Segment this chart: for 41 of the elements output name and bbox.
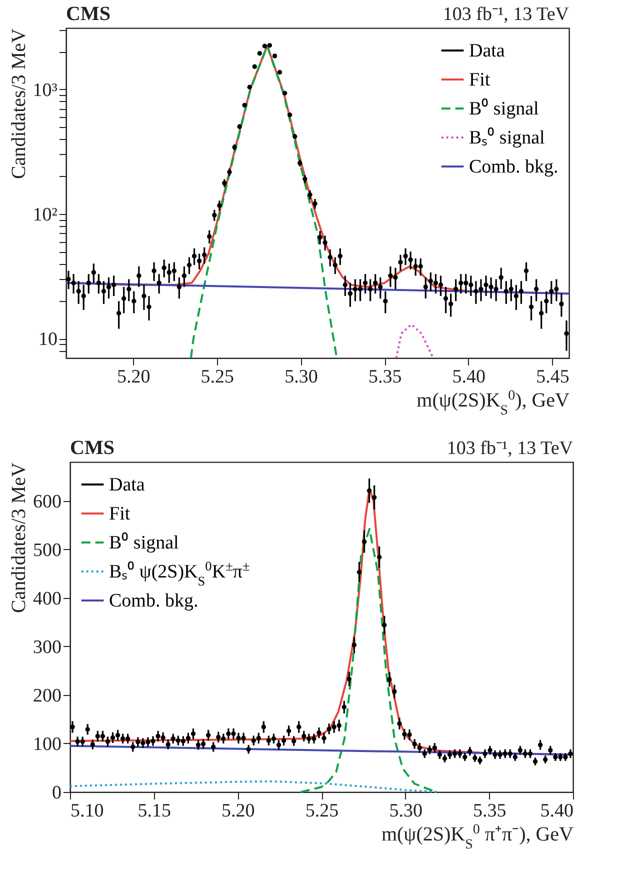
x-tick-label: 5.45 <box>536 366 570 388</box>
y-tick-label: 0 <box>52 782 62 804</box>
legend-label: Data <box>109 474 146 496</box>
y-tick-label: 10³ <box>32 80 58 101</box>
y-tick-label: 500 <box>33 540 62 561</box>
chart-title: CMS <box>70 437 114 459</box>
legend-label: Data <box>469 40 506 62</box>
y-tick-label: 300 <box>33 636 62 658</box>
legend-label: B⁰ signal <box>109 532 179 554</box>
x-tick-label: 5.30 <box>389 800 422 822</box>
x-tick-label: 5.20 <box>222 800 255 822</box>
y-tick-label: 10 <box>38 329 58 350</box>
y-tick-label: 200 <box>33 685 62 706</box>
x-tick-label: 5.25 <box>305 800 339 822</box>
legend-label: Bₛ⁰ signal <box>469 126 545 148</box>
x-axis-title: m(ψ(2S)K$_{S}$$^{0}$), GeV <box>416 388 570 418</box>
legend-label: B⁰ signal <box>469 98 539 120</box>
legend-label: Fit <box>469 70 491 90</box>
chart-title: CMS <box>66 3 110 25</box>
x-tick-label: 5.40 <box>540 800 574 822</box>
legend-label: Comb. bkg. <box>109 590 198 612</box>
y-tick-label: 10² <box>32 204 58 226</box>
x-tick-label: 5.30 <box>284 366 318 388</box>
y-tick-label: 400 <box>33 588 62 610</box>
text: 103 fb⁻¹, 13 TeV <box>442 4 570 25</box>
text: 103 fb⁻¹, 13 TeV <box>446 438 574 459</box>
y-tick-label: 100 <box>33 734 62 755</box>
legend-label: Fit <box>109 504 131 524</box>
x-axis-title: m(ψ(2S)K$_{S}$$^{0}$ π⁺π⁻), GeV <box>381 822 574 852</box>
x-tick-label: 5.25 <box>200 366 234 388</box>
x-tick-label: 5.15 <box>138 800 171 822</box>
x-tick-label: 5.10 <box>70 800 104 822</box>
x-tick-label: 5.20 <box>116 366 150 388</box>
y-tick-label: 600 <box>33 491 62 512</box>
x-tick-label: 5.35 <box>473 800 506 822</box>
legend-label: Comb. bkg. <box>469 156 558 178</box>
legend-label: Bₛ⁰ ψ(2S)K$_{S}$$^{0}$K$^{±}$π$^{±}$ <box>109 558 250 588</box>
y-axis-title: Candidates/3 MeV <box>8 462 30 614</box>
x-tick-label: 5.35 <box>368 366 402 388</box>
x-tick-label: 5.40 <box>452 366 486 388</box>
y-axis-title: Candidates/3 MeV <box>8 28 30 180</box>
